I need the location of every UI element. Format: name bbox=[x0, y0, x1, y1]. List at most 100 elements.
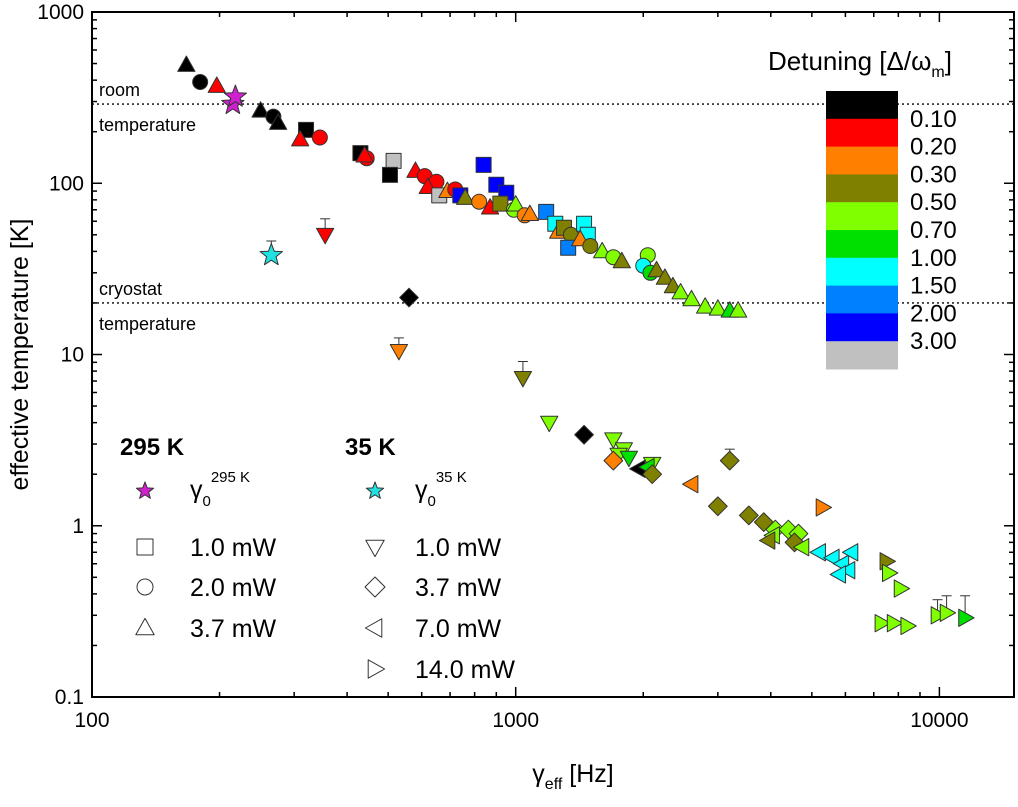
colorbar-segment bbox=[826, 341, 898, 370]
legend-item-label: 1.0 mW bbox=[415, 534, 502, 562]
data-point bbox=[207, 76, 226, 93]
colorbar-label: 1.00 bbox=[910, 245, 957, 272]
y-tick-label: 100 bbox=[49, 172, 84, 195]
legend-marker-circle bbox=[136, 578, 154, 596]
legend-marker-triangle-up bbox=[135, 617, 155, 636]
data-point bbox=[874, 614, 891, 633]
data-point bbox=[719, 450, 740, 471]
data-point bbox=[471, 193, 488, 210]
x-axis-title-symbol: γ bbox=[532, 760, 545, 788]
data-point bbox=[882, 563, 899, 583]
colorbar-label: 0.10 bbox=[910, 106, 957, 133]
legend-gamma-subscript: 0 bbox=[203, 493, 211, 510]
legend-gamma-label: γ035 K bbox=[415, 469, 467, 510]
data-point bbox=[355, 146, 374, 163]
colorbar-segment bbox=[826, 202, 898, 231]
colorbar-segment bbox=[826, 285, 898, 314]
data-point bbox=[642, 464, 663, 485]
legend-group-title: 35 K bbox=[345, 434, 396, 461]
data-point bbox=[900, 616, 917, 636]
data-point bbox=[815, 498, 833, 517]
reference-label-above: room bbox=[99, 80, 140, 100]
data-point bbox=[758, 531, 776, 550]
colorbar-title-subscript: m bbox=[931, 64, 944, 81]
legend-item-label: 7.0 mW bbox=[415, 615, 502, 643]
colorbar-segment bbox=[826, 313, 898, 342]
x-tick-label: 100 bbox=[74, 709, 109, 732]
data-point bbox=[192, 74, 209, 91]
data-point bbox=[381, 166, 398, 183]
data-point bbox=[177, 55, 196, 72]
data-point bbox=[647, 260, 666, 278]
data-point bbox=[399, 287, 419, 308]
legend-item-label: 2.0 mW bbox=[190, 574, 277, 602]
data-point bbox=[682, 475, 699, 494]
reference-label-below: temperature bbox=[99, 314, 196, 334]
data-point bbox=[492, 195, 509, 212]
legend-item-label: 1.0 mW bbox=[190, 534, 277, 562]
legend-gamma-symbol: γ bbox=[415, 476, 428, 504]
reference-label-above: cryostat bbox=[99, 279, 162, 299]
data-point bbox=[506, 195, 525, 212]
data-point bbox=[655, 268, 675, 285]
legend-gamma-superscript: 295 K bbox=[211, 469, 250, 486]
detuning-colorbar: 0.100.200.300.500.701.001.502.003.00 Detu… bbox=[768, 46, 957, 370]
x-axis-title: γeff [Hz] bbox=[532, 760, 613, 793]
data-point bbox=[520, 204, 539, 222]
legend-gamma-superscript: 35 K bbox=[436, 469, 467, 486]
y-tick-label: 0.1 bbox=[55, 686, 84, 709]
colorbar-label: 1.50 bbox=[910, 273, 957, 300]
colorbar-label: 0.70 bbox=[910, 217, 957, 244]
x-axis-title-unit: [Hz] bbox=[562, 760, 613, 788]
colorbar-label: 2.00 bbox=[910, 300, 957, 327]
data-point bbox=[603, 450, 624, 471]
y-axis-title: effective temperature [K] bbox=[6, 219, 34, 491]
data-point bbox=[385, 152, 402, 169]
data-point bbox=[612, 251, 631, 269]
data-point bbox=[696, 297, 715, 314]
colorbar-label: 0.50 bbox=[910, 189, 957, 216]
data-point bbox=[930, 606, 948, 625]
legend-marker-star bbox=[135, 481, 155, 499]
x-axis-title-subscript: eff bbox=[545, 776, 563, 793]
data-point bbox=[886, 614, 904, 633]
data-point bbox=[729, 301, 748, 318]
data-point bbox=[753, 512, 774, 532]
x-tick-label: 1000 bbox=[492, 709, 539, 732]
colorbar-segment bbox=[826, 118, 898, 148]
legend-group-title: 295 K bbox=[120, 434, 185, 461]
data-point bbox=[958, 608, 975, 627]
data-point bbox=[707, 496, 728, 517]
legend-item-label: 14.0 mW bbox=[415, 656, 515, 684]
legend-item-label: 3.7 mW bbox=[415, 574, 502, 602]
data-point bbox=[316, 227, 335, 245]
data-point bbox=[269, 113, 288, 130]
legend-item-label: 3.7 mW bbox=[190, 615, 277, 643]
y-tick-label: 1000 bbox=[37, 1, 84, 24]
data-point bbox=[291, 130, 310, 147]
colorbar-segment bbox=[826, 230, 898, 259]
colorbar-segment bbox=[826, 257, 898, 287]
legend-gamma-subscript: 0 bbox=[428, 493, 436, 510]
y-tick-label: 10 bbox=[61, 344, 84, 367]
data-point bbox=[582, 238, 599, 255]
data-point bbox=[738, 505, 759, 526]
legend-marker-triangle-left bbox=[364, 618, 383, 638]
data-point bbox=[671, 283, 690, 300]
data-point bbox=[619, 450, 639, 468]
data-point bbox=[784, 532, 805, 553]
colorbar-title-main: Detuning [Δ/ω bbox=[768, 46, 931, 76]
legend-marker-star bbox=[365, 481, 385, 499]
legend-marker-square bbox=[136, 538, 154, 556]
data-point bbox=[574, 424, 594, 445]
data-point bbox=[389, 343, 408, 361]
data-point bbox=[251, 101, 270, 118]
data-point bbox=[475, 156, 492, 173]
data-point bbox=[259, 243, 283, 266]
colorbar-title: Detuning [Δ/ωm] bbox=[768, 46, 952, 81]
data-point bbox=[841, 543, 859, 562]
data-point bbox=[838, 561, 856, 580]
data-point bbox=[513, 371, 533, 388]
